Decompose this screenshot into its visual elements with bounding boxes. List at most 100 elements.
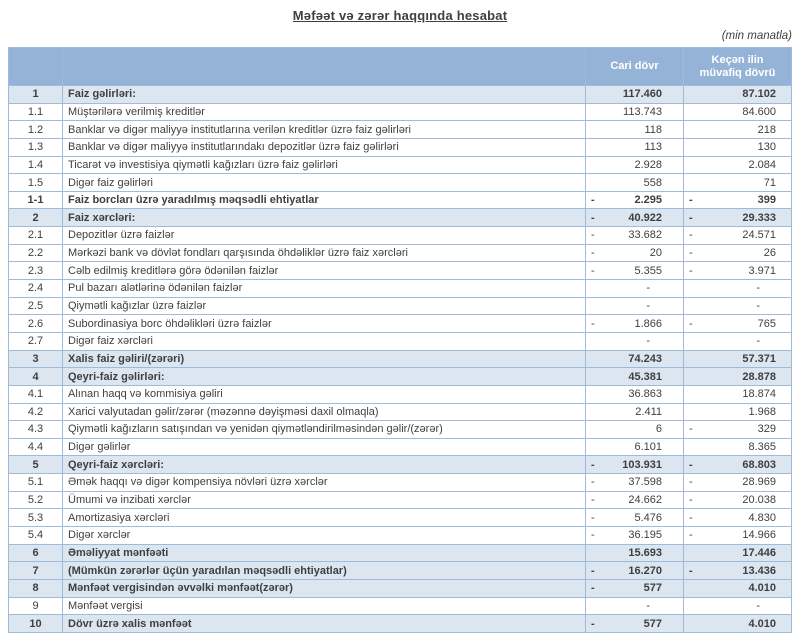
previous-value: 218 [684, 121, 792, 139]
minus-sign: - [591, 476, 595, 489]
previous-value: - 765 [684, 315, 792, 333]
amount: 17.446 [742, 546, 776, 559]
row-number: 2 [9, 209, 63, 228]
current-value: - 577 [586, 615, 684, 633]
amount: 2.295 [634, 194, 662, 207]
amount: 8.365 [748, 441, 776, 454]
row-label: Mənfəət vergisi [63, 597, 586, 616]
amount: 84.600 [742, 105, 776, 118]
row-label: Mənfəət vergisindən əvvəlki mənfəət(zərə… [63, 579, 586, 598]
row-number: 5 [9, 456, 63, 475]
current-value: 2.928 [586, 156, 684, 175]
row-number: 10 [9, 615, 63, 633]
row-number: 1.1 [9, 103, 63, 122]
row-number: 2.2 [9, 244, 63, 263]
current-value: - 16.270 [586, 562, 684, 580]
header-cell-number [9, 48, 63, 86]
amount: 2.084 [748, 158, 776, 171]
report-title: Məfəət və zərər haqqında hesabat [292, 8, 508, 23]
table-row-5: 5 Qeyri-faiz xərcləri: -103.931-68.803 [9, 456, 792, 475]
header-cell-current-period: Cari dövr [586, 48, 684, 86]
minus-sign: - [689, 564, 693, 577]
current-value: - [586, 597, 684, 616]
amount: 57.371 [742, 352, 776, 365]
table-row-2: 2 Faiz xərcləri: - 40.922 -29.333 [9, 209, 792, 228]
row-number: 8 [9, 579, 63, 598]
row-number: 1-1 [9, 191, 63, 210]
previous-value: - [684, 332, 792, 351]
minus-sign: - [591, 247, 595, 260]
amount: 40.922 [628, 211, 662, 224]
minus-sign: - [689, 423, 693, 436]
row-number: 6 [9, 544, 63, 563]
minus-sign: - [689, 194, 693, 207]
current-value: 6.101 [586, 438, 684, 457]
amount: 558 [643, 176, 662, 189]
amount: 24.571 [742, 229, 776, 242]
row-number: 4.2 [9, 403, 63, 422]
previous-value: - 399 [684, 191, 792, 210]
current-value: - 24.662 [586, 491, 684, 510]
amount: 130 [757, 141, 776, 154]
minus-sign: - [591, 511, 595, 524]
row-number: 2.3 [9, 262, 63, 281]
row-label: Faiz xərcləri: [63, 209, 586, 228]
current-value: 36.863 [586, 385, 684, 404]
row-label: Subordinasiya borc öhdəlikləri üzrə faiz… [63, 315, 586, 333]
row-label: Cəlb edilmiş kreditlərə görə ödənilən fa… [63, 262, 586, 281]
amount: 6 [655, 423, 662, 436]
row-number: 1 [9, 86, 63, 104]
previous-value: - 29.333 [684, 209, 792, 228]
current-value: - [586, 280, 684, 298]
table-row-4.3: 4.3 Qiymətli kağızların satışından və yen… [9, 421, 792, 439]
previous-value: - 26 [684, 244, 792, 263]
minus-sign: - [689, 264, 693, 277]
row-label: Mərkəzi bank və dövlət fondları qarşısın… [63, 244, 586, 263]
minus-sign: - [591, 317, 595, 330]
row-label: Amortizasiya xərcləri [63, 509, 586, 528]
table-row-1.2: 1.2 Banklar və digər maliyyə institutları… [9, 121, 792, 139]
row-label: Əməliyyat mənfəəti [63, 544, 586, 563]
current-value: - [586, 332, 684, 351]
row-label: Pul bazarı alətlərinə ödənilən faizlər [63, 280, 586, 298]
table-row-10: 10 Dövr üzrə xalis mənfəət - 577 4.010 [9, 615, 792, 633]
current-value: 113 [586, 138, 684, 157]
income-statement-table: Cari dövr Keçən ilin müvafiq dövrü 1 Faiz… [8, 47, 792, 633]
previous-value: 8.365 [684, 438, 792, 457]
row-number: 2.4 [9, 280, 63, 298]
amount: 37.598 [628, 476, 662, 489]
amount: 71 [763, 176, 776, 189]
previous-value: 57.371 [684, 350, 792, 369]
previous-value: 2.084 [684, 156, 792, 175]
table-row-1.4: 1.4 Ticarət və investisiya qiymətli kağız… [9, 156, 792, 175]
minus-sign: - [591, 582, 595, 595]
amount: 33.682 [628, 229, 662, 242]
minus-sign: - [689, 317, 693, 330]
minus-sign: - [689, 476, 693, 489]
unit-note: (min manatla) [721, 30, 792, 42]
row-number: 4.3 [9, 421, 63, 439]
current-value: - 37.598 [586, 474, 684, 492]
minus-sign: - [689, 229, 693, 242]
amount: 329 [757, 423, 776, 436]
minus-sign: - [591, 194, 595, 207]
amount: 28.969 [742, 476, 776, 489]
row-label: Banklar və digər maliyyə institutlarına … [63, 121, 586, 139]
amount: 4.830 [748, 511, 776, 524]
minus-sign: - [591, 211, 595, 224]
table-row-2.4: 2.4 Pul bazarı alətlərinə ödənilən faizlə… [9, 280, 792, 298]
row-label: Banklar və digər maliyyə institutlarında… [63, 138, 586, 157]
amount: 15.693 [628, 546, 662, 559]
table-row-4: 4 Qeyri-faiz gəlirləri: 45.381 28.878 [9, 368, 792, 386]
table-header-row: Cari dövr Keçən ilin müvafiq dövrü [9, 48, 792, 86]
row-number: 2.6 [9, 315, 63, 333]
amount: 18.874 [742, 388, 776, 401]
row-label: (Mümkün zərərlər üçün yaradılan məqsədli… [63, 562, 586, 580]
row-number: 7 [9, 562, 63, 580]
previous-value: - 4.830 [684, 509, 792, 528]
table-row-5.4: 5.4 Digər xərclər -36.195-14.966 [9, 527, 792, 545]
row-label: Faiz gəlirləri: [63, 86, 586, 104]
previous-value: 87.102 [684, 86, 792, 104]
amount: 20.038 [742, 494, 776, 507]
row-number: 5.1 [9, 474, 63, 492]
